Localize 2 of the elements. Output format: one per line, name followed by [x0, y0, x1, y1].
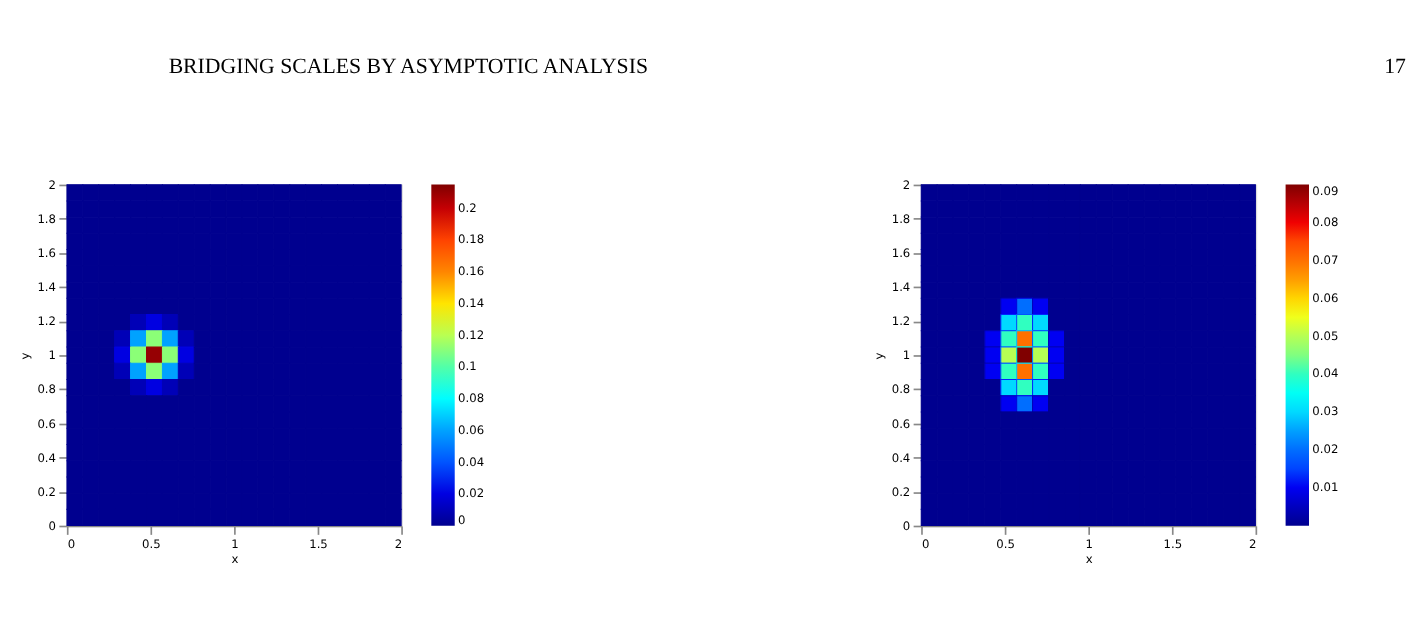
- text: 17: [1384, 54, 1408, 79]
- text: BRIDGING SCALES BY ASYMPTOTIC ANALYSIS: [168, 54, 648, 79]
